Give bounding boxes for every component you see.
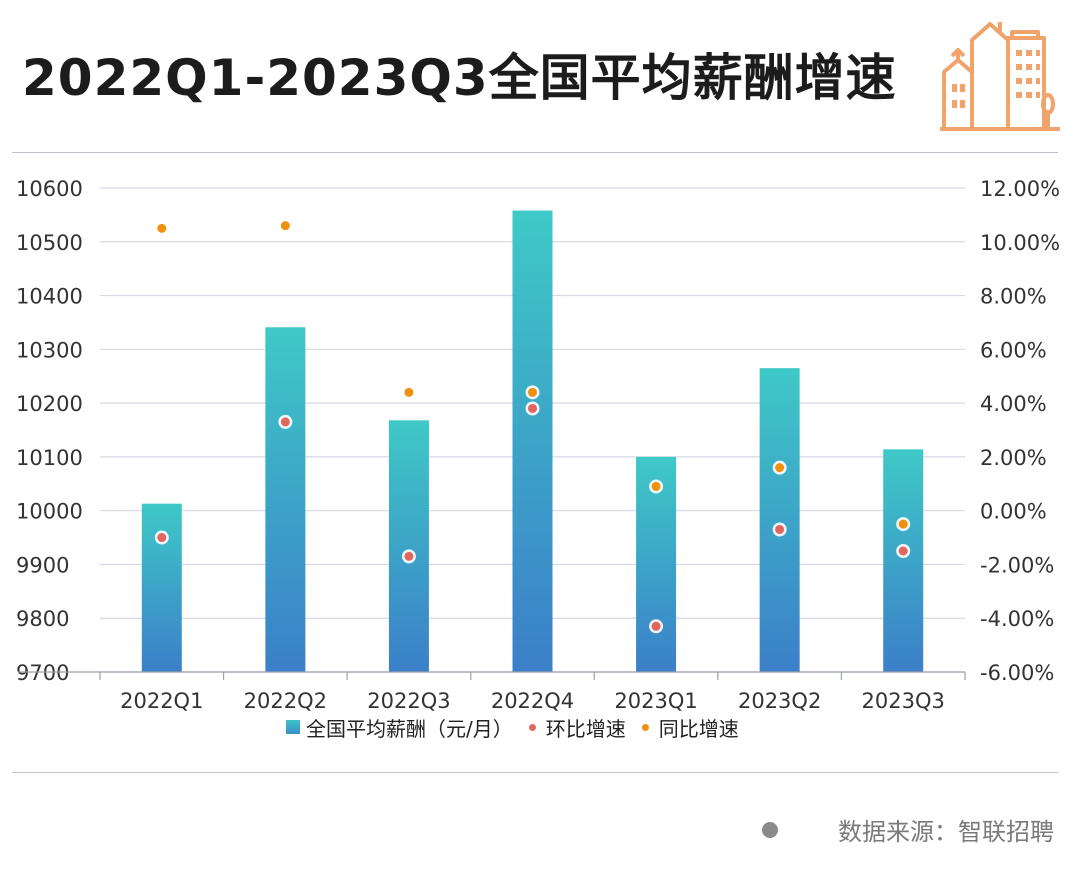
category-label: 2022Q4 xyxy=(491,689,574,713)
right-tick-label: 6.00% xyxy=(980,338,1047,362)
category-label: 2023Q2 xyxy=(738,689,821,713)
yoy-point xyxy=(404,387,414,397)
point-series xyxy=(154,218,911,634)
yoy-point xyxy=(898,519,908,529)
left-tick-label: 10300 xyxy=(16,338,83,362)
right-tick-label: 0.00% xyxy=(980,500,1047,524)
bar xyxy=(265,327,306,672)
bar-series xyxy=(141,210,924,672)
bar xyxy=(883,449,924,672)
category-label: 2022Q1 xyxy=(120,689,203,713)
left-tick-label: 9900 xyxy=(16,553,69,577)
right-tick-label: -2.00% xyxy=(980,553,1054,577)
category-label: 2022Q3 xyxy=(367,689,450,713)
right-tick-label: 4.00% xyxy=(980,392,1047,416)
legend-label-qoq: 环比增速 xyxy=(545,716,626,741)
qoq-point xyxy=(280,417,290,427)
right-tick-label: -6.00% xyxy=(980,661,1054,685)
legend-item-yoy: 同比增速 xyxy=(641,713,739,742)
city-buildings-icon xyxy=(940,22,1060,131)
left-tick-label: 10000 xyxy=(16,500,83,524)
left-tick-label: 10600 xyxy=(16,177,83,201)
legend-label-yoy: 同比增速 xyxy=(658,716,739,741)
left-tick-label: 10100 xyxy=(16,446,83,470)
yoy-point xyxy=(280,221,290,231)
yoy-point xyxy=(157,223,167,233)
left-tick-label: 10500 xyxy=(16,231,83,255)
right-tick-label: 12.00% xyxy=(980,177,1060,201)
bottom-divider xyxy=(12,772,1058,773)
left-tick-label: 9700 xyxy=(16,661,69,685)
source-text: 数据来源：智联招聘 xyxy=(838,818,1054,846)
top-divider xyxy=(12,152,1058,153)
legend-swatch-salary xyxy=(286,720,300,734)
legend-label-salary: 全国平均薪酬（元/月） xyxy=(306,716,513,741)
source-bullet-icon xyxy=(762,821,778,838)
qoq-point xyxy=(898,546,908,556)
left-axis: 10600 10500 10400 10300 10200 10100 10000 9900 9… xyxy=(16,177,83,685)
left-tick-label: 10200 xyxy=(16,392,83,416)
yoy-point xyxy=(528,387,537,397)
bar xyxy=(388,420,429,672)
left-tick-label: 10400 xyxy=(16,285,83,309)
qoq-point xyxy=(528,403,537,413)
yoy-point xyxy=(651,481,661,491)
right-tick-label: 8.00% xyxy=(980,285,1047,309)
category-axis: 2022Q1 2022Q2 2022Q3 2022Q4 2023Q1 2023Q2 2023… xyxy=(18,671,966,713)
data-source: 数据来源：智联招聘 xyxy=(762,812,1054,847)
left-tick-label: 9800 xyxy=(16,607,69,631)
salary-chart: 10600 10500 10400 10300 10200 10100 10000 9900 9… xyxy=(16,177,1060,713)
qoq-point xyxy=(775,524,785,534)
right-tick-label: 2.00% xyxy=(980,446,1047,470)
legend-dot-qoq xyxy=(528,723,536,731)
bar xyxy=(759,368,800,672)
legend-item-qoq: 环比增速 xyxy=(528,713,626,742)
category-label: 2022Q2 xyxy=(244,689,327,713)
legend-item-salary: 全国平均薪酬（元/月） xyxy=(286,713,513,742)
chart-title: 2022Q1-2023Q3全国平均薪酬增速 xyxy=(22,49,897,107)
bar xyxy=(512,210,553,672)
category-label: 2023Q3 xyxy=(862,689,945,713)
qoq-point xyxy=(157,533,167,543)
legend: 全国平均薪酬（元/月） 环比增速 同比增速 xyxy=(286,713,755,741)
right-axis: 12.00% 10.00% 8.00% 6.00% 4.00% 2.00% 0.00% -2.… xyxy=(980,177,1060,685)
qoq-point xyxy=(404,551,414,561)
legend-dot-yoy xyxy=(641,723,649,731)
qoq-point xyxy=(651,621,661,631)
right-tick-label: -4.00% xyxy=(980,607,1054,631)
yoy-point xyxy=(775,463,785,473)
right-tick-label: 10.00% xyxy=(980,231,1060,255)
bar xyxy=(141,503,182,672)
category-label: 2023Q1 xyxy=(614,689,697,713)
